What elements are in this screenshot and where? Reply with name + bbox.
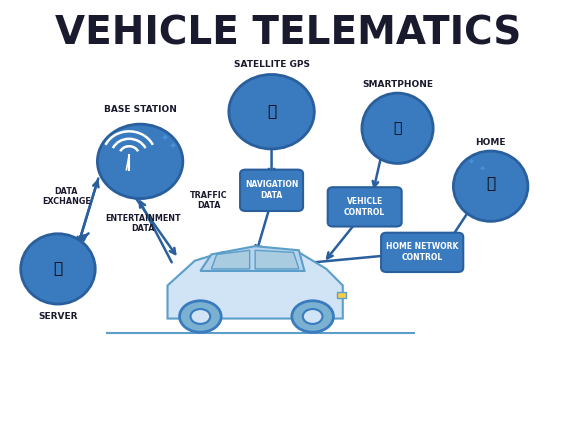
- Text: 📱: 📱: [393, 121, 401, 135]
- Text: 📡: 📡: [267, 104, 276, 119]
- Text: VEHICLE
CONTROL: VEHICLE CONTROL: [344, 197, 385, 217]
- Ellipse shape: [21, 234, 95, 304]
- Text: ✦: ✦: [479, 163, 486, 172]
- Circle shape: [191, 309, 210, 324]
- Text: 🗄: 🗄: [54, 261, 63, 276]
- Polygon shape: [255, 250, 299, 269]
- Ellipse shape: [362, 93, 433, 163]
- Text: DATA
EXCHANGE: DATA EXCHANGE: [42, 187, 90, 206]
- Ellipse shape: [97, 124, 183, 199]
- Text: ✦: ✦: [169, 142, 177, 152]
- Circle shape: [292, 301, 334, 332]
- Circle shape: [180, 301, 221, 332]
- Text: HOME NETWORK
CONTROL: HOME NETWORK CONTROL: [386, 242, 458, 262]
- Ellipse shape: [453, 151, 528, 222]
- Circle shape: [303, 309, 323, 324]
- Text: 🏠: 🏠: [486, 177, 495, 192]
- Text: NAVIGATION
DATA: NAVIGATION DATA: [245, 180, 298, 200]
- Text: SATELLITE GPS: SATELLITE GPS: [234, 60, 309, 69]
- FancyBboxPatch shape: [381, 233, 463, 272]
- FancyBboxPatch shape: [240, 170, 303, 211]
- Text: VEHICLE TELEMATICS: VEHICLE TELEMATICS: [55, 14, 521, 52]
- Text: ENTERTAINMENT
DATA: ENTERTAINMENT DATA: [105, 214, 181, 233]
- Text: BASE STATION: BASE STATION: [104, 105, 177, 114]
- Text: HOME: HOME: [475, 138, 506, 147]
- Text: SERVER: SERVER: [38, 312, 78, 321]
- Text: ✦: ✦: [161, 134, 169, 143]
- Text: SMARTPHONE: SMARTPHONE: [362, 80, 433, 89]
- Polygon shape: [211, 250, 249, 269]
- Polygon shape: [200, 246, 305, 271]
- Polygon shape: [338, 292, 346, 298]
- FancyBboxPatch shape: [328, 187, 401, 227]
- Text: ✦: ✦: [468, 157, 475, 166]
- Text: TRAFFIC
DATA: TRAFFIC DATA: [190, 191, 228, 210]
- Ellipse shape: [229, 75, 314, 149]
- Polygon shape: [168, 252, 343, 319]
